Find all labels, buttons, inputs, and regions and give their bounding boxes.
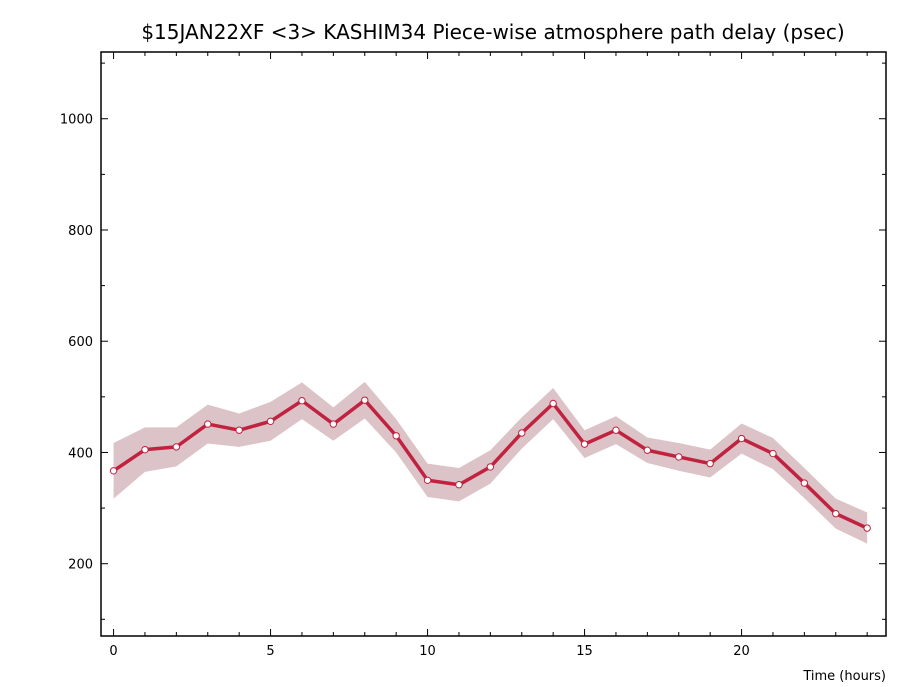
data-point <box>863 524 871 532</box>
data-point <box>518 429 526 437</box>
data-point <box>737 434 746 443</box>
data-point <box>298 397 306 405</box>
y-tick-label: 200 <box>68 558 93 573</box>
data-point <box>423 476 432 484</box>
data-point <box>800 479 809 487</box>
x-tick-label: 5 <box>266 644 274 659</box>
y-tick-label: 800 <box>68 224 93 239</box>
plot-frame <box>100 51 887 637</box>
data-point <box>832 509 840 518</box>
data-point <box>141 445 149 454</box>
data-point <box>675 453 683 461</box>
data-point <box>455 481 463 489</box>
data-point <box>706 459 714 468</box>
y-axis: 200 400 600 800 1000 <box>60 62 886 620</box>
data-point <box>643 446 652 454</box>
data-point <box>549 399 557 408</box>
data-point <box>109 467 118 475</box>
data-point <box>580 440 589 448</box>
x-tick-label: 0 <box>109 644 117 659</box>
data-point <box>266 417 275 426</box>
chart-title: $15JAN22XF <3> KASHIM34 Piece-wise atmos… <box>141 20 844 44</box>
data-point <box>392 432 400 440</box>
x-axis-label: Time (hours) <box>802 669 886 684</box>
data-point <box>361 396 369 404</box>
data-point <box>769 449 777 458</box>
data-point <box>486 463 495 471</box>
marker-layer <box>109 396 871 532</box>
data-point <box>612 426 620 434</box>
data-point <box>235 426 243 434</box>
x-axis: 0 5 10 15 20 <box>109 52 868 659</box>
error-band <box>113 381 868 544</box>
data-point <box>204 420 212 428</box>
y-tick-label: 400 <box>68 446 93 461</box>
data-point <box>172 443 181 451</box>
x-tick-label: 10 <box>419 644 436 659</box>
y-tick-label: 1000 <box>60 113 93 128</box>
error-band-layer <box>113 381 868 544</box>
x-tick-label: 15 <box>576 644 593 659</box>
y-tick-label: 600 <box>68 335 93 350</box>
x-tick-label: 20 <box>733 644 750 659</box>
data-point <box>329 420 338 428</box>
